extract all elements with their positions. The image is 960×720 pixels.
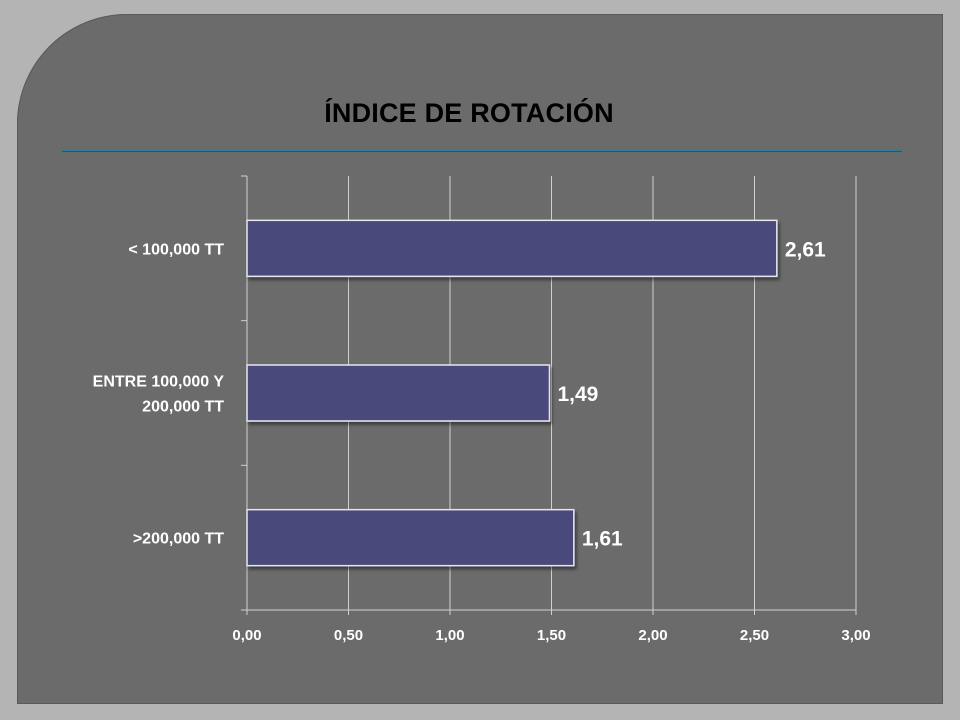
category-label: ENTRE 100,000 Y 200,000 TT [93, 374, 225, 416]
chart-title: ÍNDICE DE ROTACIÓN [324, 98, 614, 128]
x-tick-label: 0,00 [232, 627, 261, 644]
x-tick-label: 3,00 [841, 627, 870, 644]
x-tick-label: 2,50 [740, 627, 769, 644]
x-tick-label: 0,50 [334, 627, 363, 644]
x-tick-label: 2,00 [638, 627, 667, 644]
bar [246, 219, 778, 278]
data-label: 1,49 [557, 383, 598, 406]
title-underline [62, 149, 902, 151]
x-tick-label: 1,50 [537, 627, 566, 644]
bar [246, 508, 575, 567]
category-label: < 100,000 TT [128, 241, 224, 258]
x-tick-label: 1,00 [435, 627, 464, 644]
data-label: 1,61 [582, 528, 623, 551]
category-label: >200,000 TT [133, 531, 224, 548]
bar [246, 364, 551, 422]
slide-background [17, 14, 943, 704]
data-label: 2,61 [785, 238, 826, 261]
